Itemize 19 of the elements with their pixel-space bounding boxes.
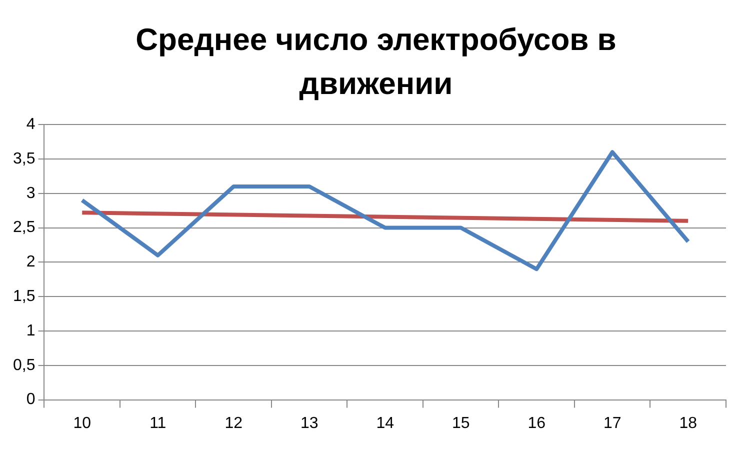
x-tick-label: 17 — [603, 414, 622, 432]
y-tick-label: 2 — [26, 254, 36, 271]
y-tick-label: 2,5 — [12, 219, 36, 236]
x-tick-label: 12 — [224, 414, 243, 432]
chart-title: Среднее число электробусов в движении — [134, 21, 618, 103]
y-tick-label: 0 — [26, 391, 36, 408]
y-tick-label: 1,5 — [12, 288, 36, 306]
y-tick-label: 4 — [26, 116, 36, 134]
y-tick-label: 1 — [26, 322, 36, 340]
x-tick-label: 18 — [679, 414, 698, 432]
x-tick-label: 15 — [452, 414, 470, 432]
y-tick-label: 0,5 — [12, 356, 36, 374]
x-tick-label: 10 — [73, 414, 92, 432]
x-tick-label: 11 — [150, 414, 166, 432]
x-tick-label: 16 — [528, 414, 546, 432]
x-tick-label: 13 — [300, 414, 318, 432]
y-tick-label: 3,5 — [12, 150, 36, 168]
x-tick-label: 14 — [376, 414, 394, 432]
y-tick-label: 3 — [26, 184, 36, 202]
